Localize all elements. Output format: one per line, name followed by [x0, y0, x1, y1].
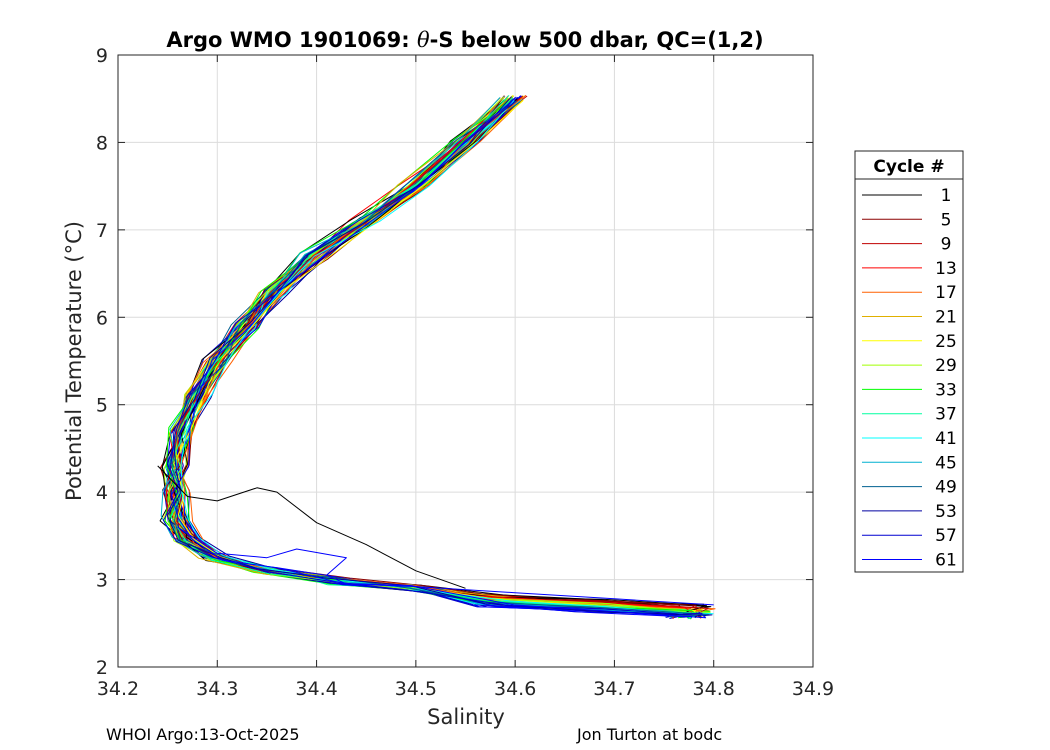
cycle-60-profile — [163, 100, 703, 615]
legend-label: 61 — [935, 551, 957, 571]
axis-ticks: 34.2 34.3 34.4 34.5 34.6 34.7 34.8 34.9 2 3 4 5 6 7 8 9 — [96, 45, 834, 700]
x-tick-label: 34.3 — [196, 678, 238, 700]
cycle-56-profile — [166, 96, 702, 617]
x-tick-label: 34.7 — [593, 678, 635, 700]
y-tick-label: 7 — [96, 220, 108, 242]
legend-label: 9 — [941, 235, 952, 255]
legend-label: 25 — [935, 332, 957, 352]
x-tick-label: 34.5 — [395, 678, 437, 700]
legend-label: 33 — [935, 380, 957, 400]
legend-label: 53 — [935, 502, 957, 522]
cycle-61-loop — [177, 526, 714, 606]
x-tick-label: 34.2 — [97, 678, 139, 700]
legend-label: 17 — [935, 283, 957, 303]
y-tick-label: 5 — [96, 395, 108, 417]
legend-label: 13 — [935, 259, 957, 279]
x-tick-label: 34.4 — [295, 678, 337, 700]
chart-title: Argo WMO 1901069: θ-S below 500 dbar, QC… — [166, 28, 763, 52]
legend-box — [854, 150, 964, 573]
legend-label: 21 — [935, 308, 957, 328]
y-axis-label: Potential Temperature (°C) — [62, 221, 86, 501]
y-tick-label: 9 — [96, 45, 108, 67]
cycle-20-profile — [180, 94, 701, 611]
legend-label: 57 — [935, 526, 957, 546]
x-tick-label: 34.9 — [792, 678, 834, 700]
legend: Cycle # 1 5 9 13 17 21 25 29 33 37 41 45 49 53 57 61 — [854, 150, 964, 573]
y-tick-label: 8 — [96, 132, 108, 154]
x-tick-label: 34.8 — [693, 678, 735, 700]
legend-label: 5 — [941, 210, 952, 230]
legend-label: 49 — [935, 478, 957, 498]
y-tick-label: 6 — [96, 307, 108, 329]
legend-label: 29 — [935, 356, 957, 376]
y-tick-label: 4 — [96, 482, 108, 504]
legend-label: 37 — [935, 405, 957, 425]
data-series — [157, 94, 716, 620]
cycle-64-profile — [171, 96, 707, 619]
legend-label: 45 — [935, 453, 957, 473]
x-axis-label: Salinity — [427, 705, 505, 729]
legend-title: Cycle # — [873, 157, 944, 177]
y-tick-label: 3 — [96, 570, 108, 592]
footer-author: Jon Turton at bodc — [577, 725, 723, 744]
cycle-1-spike — [157, 465, 466, 589]
plot-frame — [117, 54, 814, 668]
footer-source: WHOI Argo:13-Oct-2025 — [106, 725, 300, 744]
legend-label: 1 — [941, 186, 952, 206]
x-tick-label: 34.6 — [494, 678, 536, 700]
y-tick-label: 2 — [96, 657, 108, 679]
legend-label: 41 — [935, 429, 957, 449]
